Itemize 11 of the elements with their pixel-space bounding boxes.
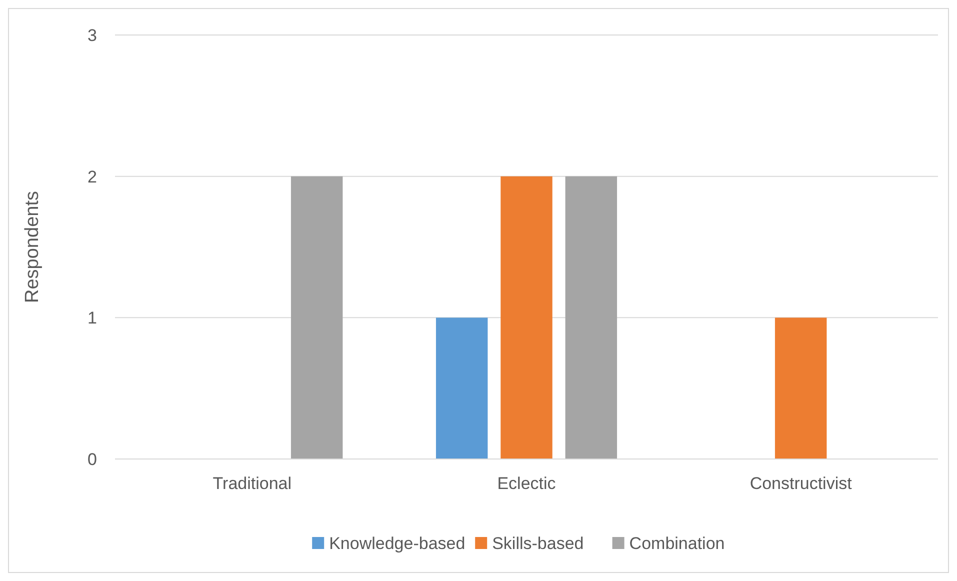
y-tick-label: 0 bbox=[88, 450, 97, 469]
x-tick-label: Eclectic bbox=[497, 474, 556, 493]
legend-label: Combination bbox=[629, 534, 725, 553]
x-tick-label: Constructivist bbox=[750, 474, 852, 493]
legend-label: Knowledge-based bbox=[329, 534, 466, 553]
legend-label: Skills-based bbox=[492, 534, 584, 553]
x-tick-label: Traditional bbox=[212, 474, 292, 493]
y-tick-label: 1 bbox=[88, 308, 97, 328]
y-tick-label: 3 bbox=[88, 26, 97, 45]
y-tick-label: 2 bbox=[88, 167, 97, 186]
y-axis-title: Respondents bbox=[22, 191, 43, 303]
